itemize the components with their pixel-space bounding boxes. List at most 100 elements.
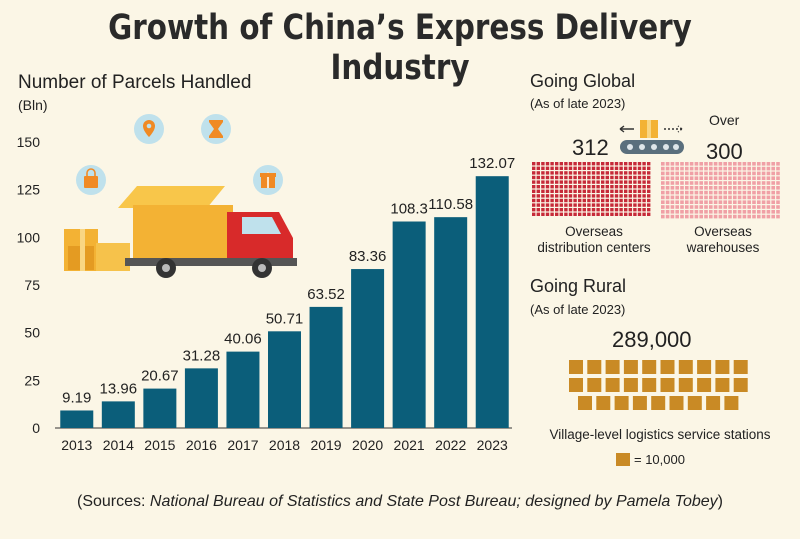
distribution-dot — [647, 198, 651, 203]
warehouse-dot — [675, 162, 679, 166]
y-tick-label: 50 — [24, 325, 40, 341]
warehouse-dot — [776, 186, 780, 190]
distribution-centers-grid — [532, 162, 651, 216]
warehouse-dot — [723, 214, 727, 219]
warehouse-dot — [752, 195, 756, 200]
distribution-dot — [555, 194, 559, 198]
warehouse-dot — [661, 166, 665, 171]
distribution-dot — [637, 171, 642, 175]
distribution-dot — [559, 166, 563, 170]
distribution-dot — [568, 212, 573, 216]
warehouse-dot — [728, 190, 732, 195]
x-tick-label: 2020 — [352, 437, 383, 453]
distribution-dot — [555, 189, 559, 193]
distribution-dot — [628, 175, 632, 180]
distribution-dot — [559, 212, 563, 216]
warehouse-dot — [747, 162, 751, 166]
warehouse-dot — [661, 171, 665, 176]
warehouse-dot — [670, 181, 675, 185]
distribution-dot — [624, 185, 628, 189]
distribution-dot — [578, 203, 582, 207]
warehouse-dot — [709, 162, 713, 166]
warehouse-dot — [675, 200, 679, 204]
x-tick-label: 2019 — [310, 437, 341, 453]
distribution-dot — [596, 194, 600, 198]
distribution-dot — [564, 175, 568, 180]
warehouse-dot — [771, 186, 775, 190]
distribution-dot — [624, 162, 628, 166]
distribution-dot — [578, 171, 582, 175]
warehouse-dot — [723, 200, 727, 204]
warehouse-dot — [742, 162, 747, 166]
warehouse-dot — [675, 181, 679, 185]
warehouse-dot — [737, 186, 742, 190]
warehouse-dot — [761, 200, 766, 204]
warehouse-dot — [757, 214, 761, 219]
distribution-dot — [619, 166, 623, 170]
y-tick-label: 25 — [24, 372, 40, 388]
warehouse-dot — [704, 171, 708, 176]
distribution-dot — [564, 189, 568, 193]
warehouse-dot — [723, 181, 727, 185]
warehouse-dot — [752, 200, 756, 204]
distribution-dot — [605, 180, 609, 184]
warehouse-dot — [670, 205, 675, 209]
warehouse-dot — [747, 166, 751, 171]
warehouse-dot — [742, 190, 747, 195]
warehouse-caption-line2: warehouses — [686, 240, 760, 255]
warehouse-dot — [675, 195, 679, 200]
warehouse-dot — [776, 181, 780, 185]
x-tick-label: 2018 — [269, 437, 300, 453]
distribution-dot — [555, 175, 559, 180]
distribution-dot — [637, 189, 642, 193]
distribution-dot — [633, 166, 637, 170]
distribution-dot — [568, 194, 573, 198]
bar-chart: 0 25 50 75 100 125 150 2013 2014 2015 2016 2017 201… — [17, 114, 515, 453]
distribution-dot — [578, 162, 582, 166]
x-tick-label: 2022 — [435, 437, 466, 453]
bar-2013 — [60, 410, 94, 428]
distribution-dot — [591, 166, 596, 170]
distribution-dot — [624, 212, 628, 216]
distribution-dot — [541, 189, 545, 193]
distribution-dot — [628, 162, 632, 166]
warehouse-dot — [737, 171, 742, 176]
distribution-dot — [610, 189, 614, 193]
warehouse-dot — [718, 176, 723, 180]
warehouse-dot — [757, 200, 761, 204]
distribution-dot — [550, 185, 554, 189]
bar-2014 — [101, 401, 135, 428]
service-station-square — [587, 360, 602, 374]
service-station-square — [660, 360, 675, 374]
distribution-dot — [633, 175, 637, 180]
warehouse-dot — [737, 176, 742, 180]
service-station-square — [660, 378, 675, 392]
distribution-dot — [605, 212, 609, 216]
distribution-dot — [578, 198, 582, 203]
distribution-dot — [642, 198, 646, 203]
warehouse-dot — [694, 210, 699, 214]
warehouse-dot — [704, 186, 708, 190]
warehouse-dot — [680, 166, 684, 171]
warehouse-dot — [728, 186, 732, 190]
service-station-square — [697, 360, 712, 374]
distribution-dot — [647, 189, 651, 193]
distribution-dot — [568, 171, 573, 175]
y-tick-label: 150 — [17, 134, 41, 150]
warehouse-dot — [761, 181, 766, 185]
distribution-dot — [624, 198, 628, 203]
distribution-dot — [637, 180, 642, 184]
distribution-dot — [591, 171, 596, 175]
warehouse-dot — [709, 190, 713, 195]
distribution-dot — [582, 162, 586, 166]
warehouse-dot — [723, 171, 727, 176]
distribution-dot — [541, 212, 545, 216]
bar-value-label: 31.28 — [183, 347, 221, 364]
distribution-dot — [578, 212, 582, 216]
warehouse-dot — [728, 166, 732, 171]
warehouse-dot — [685, 186, 689, 190]
service-station-square — [614, 396, 629, 410]
warehouse-dot — [728, 162, 732, 166]
distribution-dot — [582, 198, 586, 203]
distribution-dot — [559, 171, 563, 175]
